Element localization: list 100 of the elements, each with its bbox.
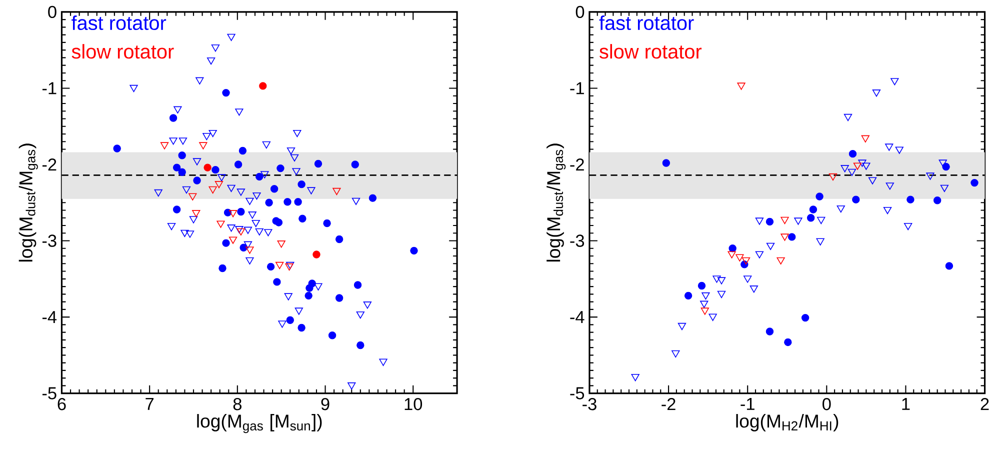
point: [708, 314, 717, 321]
point: [335, 294, 344, 302]
x-tick-label: 0: [822, 398, 831, 410]
point: [314, 283, 322, 290]
x-tick-label: 9: [321, 398, 330, 410]
point: [298, 324, 306, 332]
point: [940, 184, 949, 192]
point: [237, 208, 245, 216]
point: [780, 216, 789, 224]
point: [836, 205, 845, 213]
point: [858, 160, 866, 167]
point: [684, 292, 692, 300]
point: [238, 146, 247, 155]
point: [276, 262, 284, 270]
point: [332, 188, 341, 196]
point: [363, 302, 372, 309]
point: [227, 224, 236, 232]
point: [196, 77, 204, 84]
point: [306, 284, 314, 292]
point: [208, 186, 217, 194]
y-tick-label: -5: [42, 387, 56, 400]
point: [702, 292, 710, 300]
point: [212, 166, 220, 174]
point: [700, 300, 708, 308]
point: [314, 160, 322, 168]
point: [904, 222, 912, 230]
y-tick-label: -4: [42, 311, 57, 323]
point: [273, 278, 281, 286]
point: [172, 164, 181, 172]
point: [169, 114, 178, 122]
y-tick-label: -5: [570, 387, 584, 400]
y-axis-title: log(M$_{dust}$/M$_{gas}$): [546, 144, 566, 262]
point: [256, 172, 264, 181]
point: [335, 235, 344, 244]
point: [265, 198, 273, 206]
point: [312, 250, 320, 258]
point: [167, 222, 176, 230]
point: [809, 206, 818, 214]
point: [286, 316, 294, 324]
point: [861, 135, 870, 142]
point: [886, 182, 894, 190]
text: slow rotator: [72, 44, 174, 59]
point: [259, 82, 267, 90]
point: [154, 189, 162, 197]
y-tick-label: -1: [42, 82, 56, 94]
point: [178, 151, 186, 160]
point: [766, 242, 775, 250]
point: [304, 292, 312, 300]
point: [214, 181, 224, 188]
point: [766, 328, 774, 336]
point: [672, 350, 680, 358]
x-tick-label: 7: [146, 398, 154, 410]
point: [844, 114, 852, 122]
x-tick-label: 1: [902, 398, 910, 410]
point: [186, 230, 194, 238]
point: [323, 219, 331, 228]
point: [172, 206, 181, 214]
point: [294, 308, 303, 315]
point: [410, 246, 418, 255]
point: [700, 308, 709, 315]
y-tick-label: 0: [576, 6, 584, 18]
point: [211, 44, 220, 52]
point: [744, 276, 752, 283]
point: [284, 198, 292, 206]
point: [284, 293, 292, 300]
point: [938, 160, 947, 167]
point: [240, 244, 248, 252]
point: [227, 184, 236, 192]
point: [356, 311, 364, 319]
point: [266, 262, 275, 271]
y-tick-label: -2: [570, 158, 584, 170]
point: [218, 174, 226, 182]
point: [817, 216, 826, 224]
point: [208, 130, 217, 138]
text: fast rotator: [72, 15, 166, 30]
point: [853, 162, 862, 170]
point: [728, 244, 736, 252]
y-tick-label: -3: [42, 234, 56, 247]
point: [246, 198, 254, 205]
point: [276, 164, 284, 172]
point: [202, 132, 211, 140]
y-tick-label: -1: [570, 82, 584, 94]
point: [294, 198, 302, 206]
point: [862, 162, 870, 170]
text: slow rotator: [600, 44, 702, 59]
point: [255, 228, 264, 236]
y-tick-label: -3: [570, 234, 584, 247]
point: [737, 82, 746, 90]
point: [193, 176, 201, 184]
point: [178, 138, 188, 145]
x-tick-label: -2: [662, 398, 676, 410]
point: [784, 338, 792, 346]
y-tick-label: -2: [42, 158, 56, 170]
point: [160, 142, 169, 150]
point: [970, 178, 978, 187]
point: [235, 108, 244, 116]
point: [234, 160, 242, 168]
point: [840, 164, 849, 172]
point: [717, 277, 726, 284]
point: [204, 164, 212, 172]
